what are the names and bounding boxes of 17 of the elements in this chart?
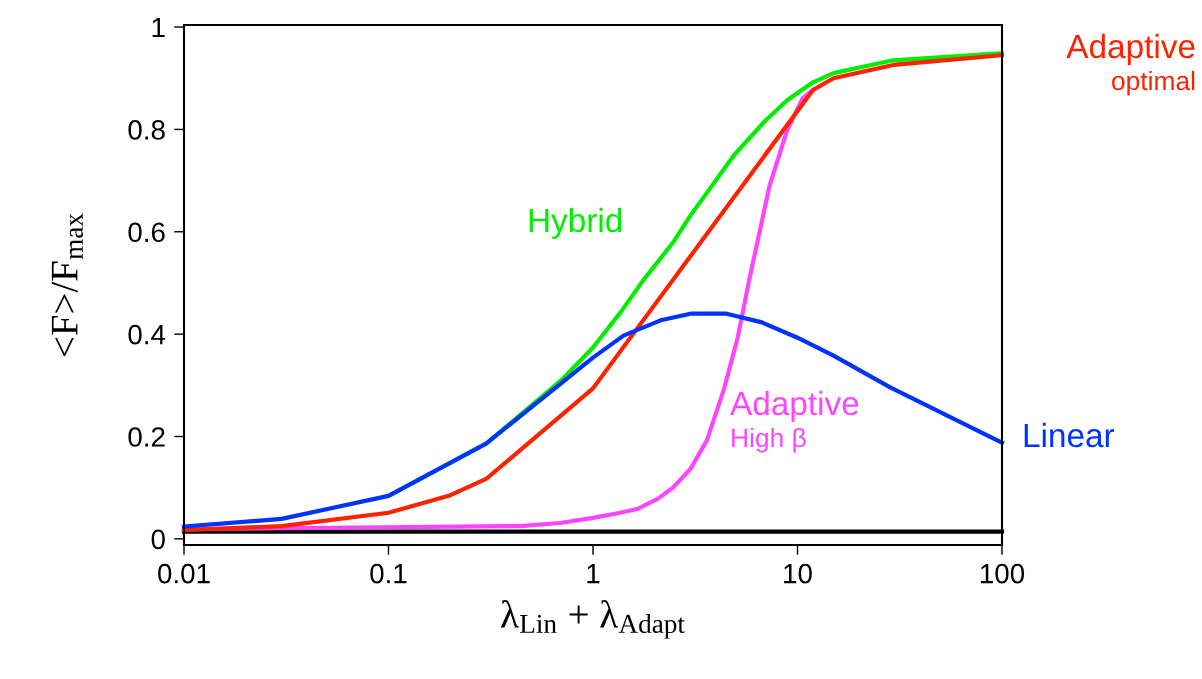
y-tick-label: 0 bbox=[151, 529, 165, 550]
y-tick-label: 0.8 bbox=[128, 120, 165, 140]
series-label: Adaptive optimal bbox=[1066, 33, 1195, 96]
y-tick-label: 1 bbox=[152, 18, 165, 38]
x-tick-label: 10 bbox=[784, 563, 812, 584]
y-axis-title: <F>/F$_{max}$ bbox=[51, 213, 83, 357]
x-tick-label: 100 bbox=[980, 563, 1025, 584]
series-label: Linear bbox=[1024, 422, 1115, 448]
x-tick-label: 0.01 bbox=[158, 563, 210, 584]
series-label: Hybrid bbox=[529, 207, 622, 239]
x-tick-label: 0.1 bbox=[370, 563, 407, 584]
x-tick-label: 1 bbox=[587, 564, 600, 584]
y-tick-label: 0.2 bbox=[128, 427, 165, 447]
y-tick-label: 0.4 bbox=[128, 324, 166, 345]
series-label: Adaptive High β bbox=[730, 390, 859, 453]
x-axis-title: λ$_{Lin}$ + λ$_{Adapt}$ bbox=[501, 600, 685, 639]
y-tick-label: 0.6 bbox=[128, 222, 165, 243]
